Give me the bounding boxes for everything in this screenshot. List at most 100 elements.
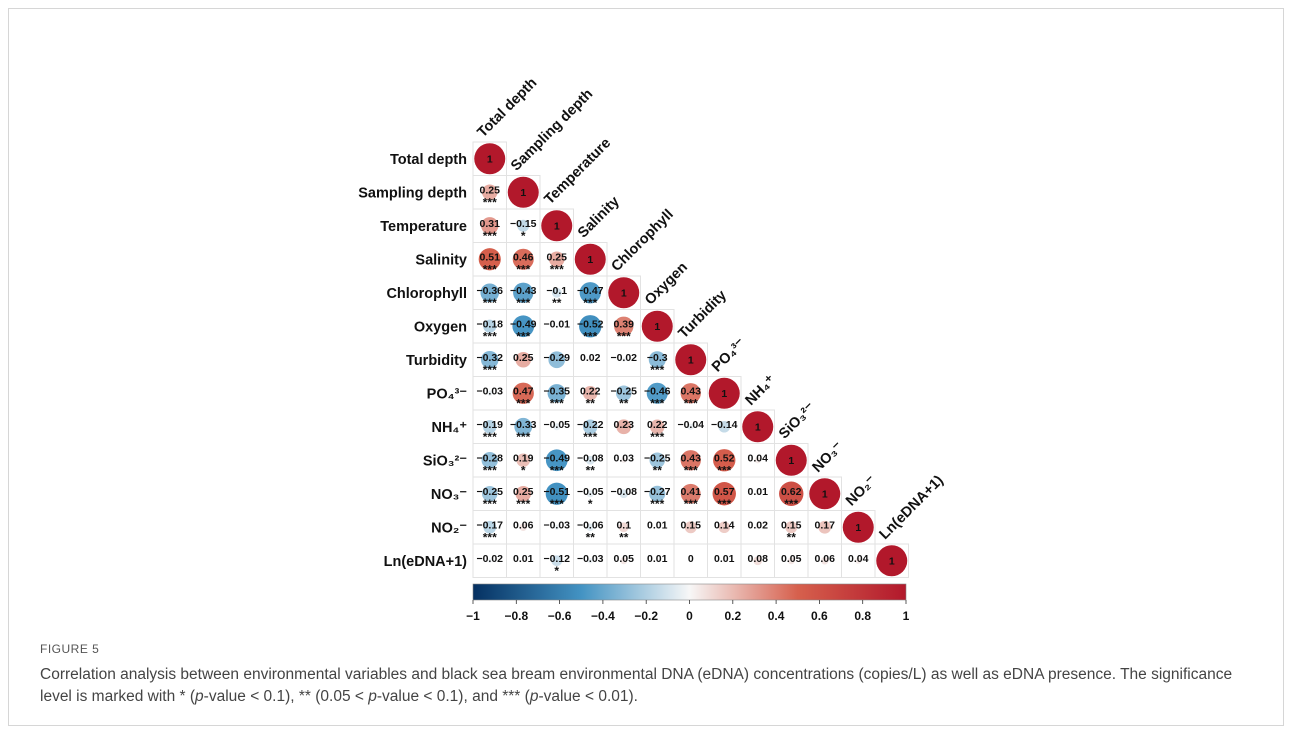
correlation-circle: [513, 282, 534, 303]
correlation-value: −0.18: [476, 318, 503, 330]
correlation-value: 1: [688, 354, 694, 366]
correlation-circle: [478, 248, 501, 271]
correlation-value: 0.15: [681, 519, 702, 531]
significance-stars: **: [586, 463, 596, 477]
correlation-value: 0.17: [815, 519, 836, 531]
correlation-value: 0.46: [513, 251, 534, 263]
correlation-value: −0.25: [476, 486, 503, 498]
correlation-value: −0.49: [543, 452, 570, 464]
correlation-circle: [842, 511, 874, 543]
caption-italic-p: p: [368, 688, 377, 705]
correlation-value: 0.19: [513, 452, 534, 464]
correlation-value: −0.33: [510, 419, 537, 431]
correlation-circle: [521, 559, 525, 563]
correlation-circle: [614, 316, 634, 336]
correlation-circle: [649, 419, 665, 435]
correlation-value: −0.36: [476, 285, 503, 297]
column-label: SiO₃²⁻: [776, 400, 819, 443]
correlation-value: 0.06: [815, 553, 836, 565]
significance-stars: ***: [684, 463, 698, 477]
correlation-value: 0.02: [748, 519, 769, 531]
correlation-value: 0.22: [580, 385, 601, 397]
significance-stars: ***: [550, 396, 564, 410]
figure-caption: Correlation analysis between environment…: [40, 664, 1255, 708]
significance-stars: *: [521, 229, 526, 243]
correlation-value: 0.31: [480, 218, 501, 230]
correlation-circle: [809, 478, 841, 510]
significance-stars: ***: [650, 396, 664, 410]
correlation-value: 0.43: [681, 452, 702, 464]
correlation-circle: [586, 523, 595, 532]
significance-stars: ***: [483, 229, 497, 243]
correlation-circle: [787, 557, 795, 565]
significance-stars: ***: [483, 530, 497, 544]
row-label: Salinity: [415, 252, 467, 268]
correlation-circle: [754, 457, 761, 464]
significance-stars: ***: [550, 262, 564, 276]
caption-italic-p: p: [195, 688, 204, 705]
row-label: PO₄³⁻: [427, 386, 468, 402]
correlation-value: 0.14: [714, 519, 735, 531]
column-label: PO₄³⁻: [709, 335, 749, 375]
correlation-value: 0.52: [714, 452, 735, 464]
correlation-value: 0.01: [647, 519, 668, 531]
correlation-circle: [579, 315, 602, 338]
significance-stars: ***: [483, 329, 497, 343]
correlation-circle: [641, 310, 673, 342]
correlation-circle: [722, 559, 726, 563]
significance-stars: ***: [717, 497, 731, 511]
caption-italic-p: p: [529, 688, 539, 705]
correlation-value: 0.01: [714, 553, 735, 565]
column-label: Chlorophyll: [609, 207, 677, 275]
caption-part: -value < 0.01).: [538, 688, 638, 705]
correlation-circle: [756, 492, 760, 496]
colorbar-tick-label: 0: [686, 609, 693, 623]
row-label: NH₄⁺: [431, 420, 467, 436]
correlation-value: 1: [721, 388, 727, 400]
column-label: NO₃⁻: [810, 439, 847, 476]
row-label: SiO₃²⁻: [423, 453, 468, 469]
significance-stars: ***: [516, 296, 530, 310]
correlation-circle: [655, 525, 659, 529]
correlation-value: 0.05: [614, 553, 635, 565]
colorbar-tick-label: −0.8: [504, 609, 528, 623]
correlation-circle: [545, 482, 568, 505]
correlation-circle: [549, 251, 565, 267]
column-label: Total depth: [475, 75, 541, 141]
correlation-value: −0.03: [577, 553, 604, 565]
correlation-value: −0.06: [577, 519, 604, 531]
correlation-value: 1: [889, 555, 895, 567]
significance-stars: *: [521, 463, 526, 477]
correlation-circle: [616, 385, 632, 401]
correlation-chart: 10.25***10.31***−0.15*10.51***0.46***0.2…: [358, 75, 947, 623]
correlation-value: 0: [688, 553, 694, 565]
correlation-value: −0.47: [577, 285, 604, 297]
correlation-circle: [818, 520, 832, 534]
correlation-circle: [755, 525, 760, 530]
correlation-circle: [516, 453, 531, 468]
colorbar: [472, 583, 907, 601]
correlation-value: 0.51: [480, 251, 501, 263]
correlation-circle: [718, 420, 731, 433]
correlation-value: 0.25: [513, 486, 534, 498]
correlation-circle: [648, 351, 666, 369]
correlation-circle: [855, 557, 862, 564]
colorbar-tick-label: 0.8: [854, 609, 871, 623]
correlation-circle: [555, 324, 559, 328]
row-label: Oxygen: [414, 319, 467, 335]
correlation-circle: [487, 390, 493, 396]
correlation-value: −0.3: [647, 352, 668, 364]
correlation-circle: [483, 319, 497, 333]
column-label: Temperature: [542, 135, 615, 208]
correlation-circle: [608, 277, 640, 309]
correlation-circle: [620, 557, 628, 565]
colorbar-tick-label: −0.4: [591, 609, 615, 623]
caption-part: Correlation analysis between environment…: [40, 666, 1233, 705]
correlation-circle: [545, 449, 568, 472]
significance-stars: ***: [684, 396, 698, 410]
correlation-value: 0.47: [513, 385, 534, 397]
correlation-circle: [574, 243, 606, 275]
correlation-circle: [621, 357, 626, 362]
correlation-value: −0.19: [476, 419, 503, 431]
significance-stars: ***: [516, 262, 530, 276]
